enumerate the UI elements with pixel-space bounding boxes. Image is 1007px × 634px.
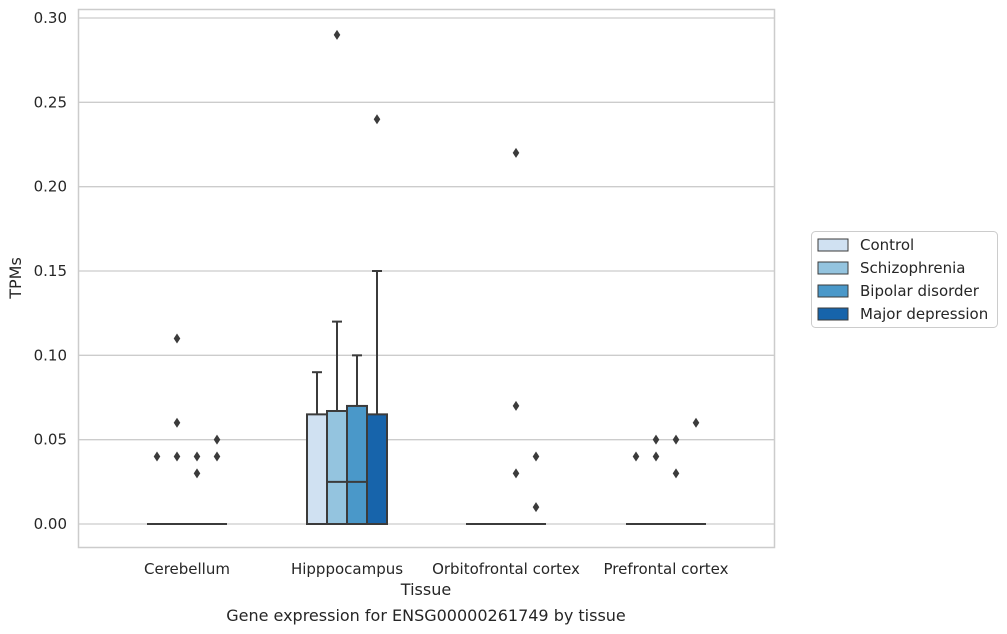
x-tick-labels: Cerebellum Hipppocampus Orbitofrontal cort… [144, 560, 729, 578]
y-tick-label: 0.25 [34, 93, 67, 111]
plot-area-frame [77, 8, 776, 549]
legend-label: Control [860, 236, 914, 254]
y-tick-labels: 0.00 0.05 0.10 0.15 0.20 0.25 0.30 [34, 9, 67, 533]
outlier-point [333, 29, 341, 40]
outlier-point [532, 502, 540, 513]
legend: Control Schizophrenia Bipolar disorder Majo… [811, 231, 998, 328]
legend-swatch [817, 238, 849, 252]
outlier-point [672, 434, 680, 445]
y-axis-label: TPMs [6, 257, 25, 300]
legend-swatch [817, 261, 849, 275]
y-tick-label: 0.10 [34, 346, 67, 364]
y-tick-label: 0.00 [34, 515, 67, 533]
x-axis-label: Tissue [400, 580, 451, 599]
legend-swatch [817, 307, 849, 321]
legend-swatch [817, 284, 849, 298]
box-body [366, 413, 388, 525]
outlier-point [512, 147, 520, 158]
outlier-point [672, 468, 680, 479]
y-tick-label: 0.20 [34, 178, 67, 196]
legend-frame [811, 231, 998, 328]
box-marks [147, 29, 706, 526]
box-body [326, 409, 348, 526]
x-tick-label: Prefrontal cortex [604, 560, 729, 578]
gridlines [78, 17, 775, 525]
outlier-point [173, 417, 181, 428]
y-tick-label: 0.05 [34, 431, 67, 449]
outlier-point [512, 468, 520, 479]
outlier-point [193, 451, 201, 462]
outlier-point [652, 451, 660, 462]
box-body [306, 413, 328, 525]
outlier-point [373, 114, 381, 125]
outlier-point [532, 451, 540, 462]
x-tick-label: Hipppocampus [291, 560, 403, 578]
x-tick-label: Cerebellum [144, 560, 230, 578]
outlier-point [173, 333, 181, 344]
chart-title: Gene expression for ENSG00000261749 by t… [226, 606, 626, 625]
legend-label: Bipolar disorder [860, 282, 980, 300]
outlier-point [652, 434, 660, 445]
outlier-point [213, 451, 221, 462]
legend-label: Major depression [860, 305, 988, 323]
outlier-point [213, 434, 221, 445]
y-tick-label: 0.15 [34, 262, 67, 280]
box-body [346, 404, 368, 525]
outlier-point [692, 417, 700, 428]
outlier-point [512, 400, 520, 411]
legend-label: Schizophrenia [860, 259, 965, 277]
outlier-point [173, 451, 181, 462]
outlier-point [193, 468, 201, 479]
outlier-point [632, 451, 640, 462]
y-tick-label: 0.30 [34, 9, 67, 27]
x-tick-label: Orbitofrontal cortex [432, 560, 580, 578]
outlier-point [153, 451, 161, 462]
